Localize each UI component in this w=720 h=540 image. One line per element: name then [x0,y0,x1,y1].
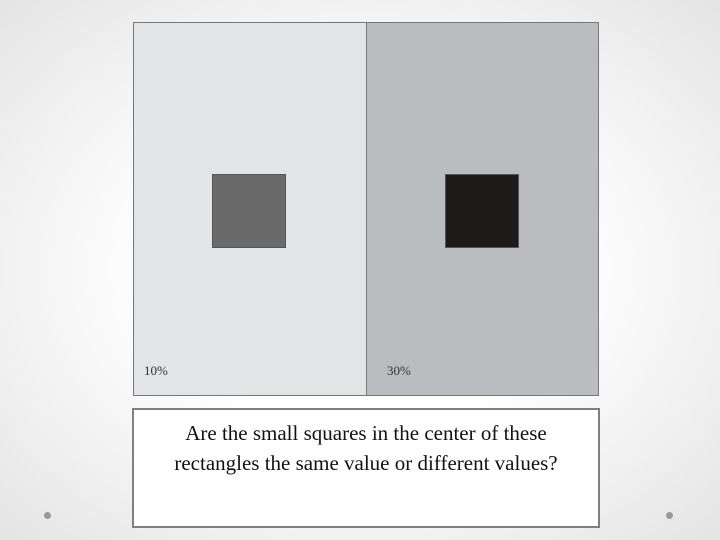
panel-dark: 30% [366,22,599,396]
panel-label: 10% [144,363,168,378]
bullet-dot [666,512,673,519]
square-gray [212,174,286,248]
caption: Are the small squares in the center of t… [132,408,600,528]
square-black [445,174,519,248]
panel-light: 10% [133,22,367,396]
panel-label: 30% [387,363,411,378]
bullet-dot [44,512,51,519]
